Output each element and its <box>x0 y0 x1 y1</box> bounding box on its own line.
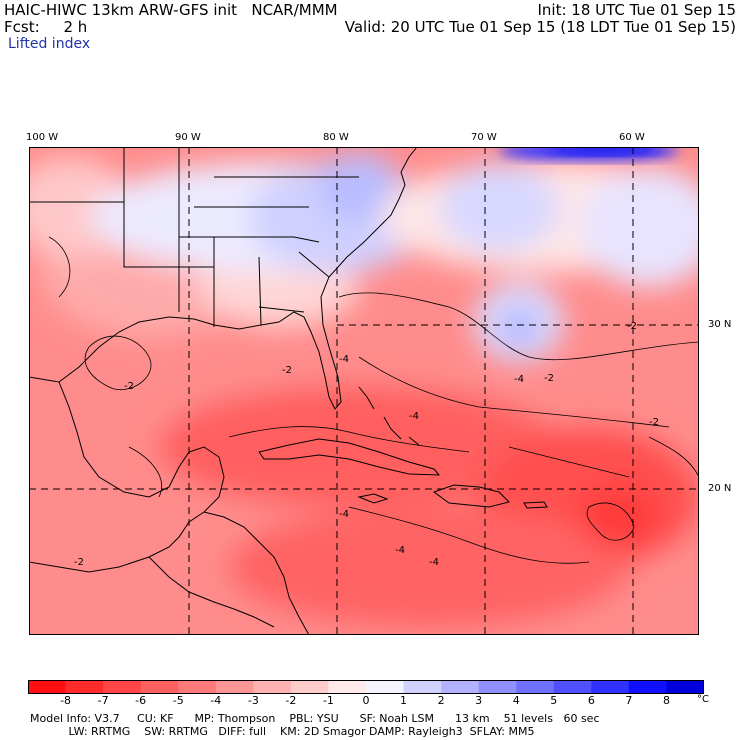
color-scale-tick-label: 0 <box>362 694 370 707</box>
color-swatch <box>290 680 329 694</box>
contour-label: -2 <box>544 373 554 384</box>
contour-label: -2 <box>282 365 292 376</box>
color-swatch <box>328 680 367 694</box>
color-scale-tick-label: 1 <box>400 694 408 707</box>
color-scale-tick-label: -7 <box>97 694 109 707</box>
color-scale-tick-label: -5 <box>172 694 184 707</box>
contour-label: -4 <box>339 354 349 365</box>
color-swatch <box>403 680 442 694</box>
run-title: HAIC-HIWC 13km ARW-GFS init NCAR/MMM <box>4 1 338 19</box>
color-scale-tick-label: 4 <box>512 694 520 707</box>
unit-label: °C <box>697 694 709 705</box>
lifted-index-map: -2 -2 -2 -4 -4 -4 -2 -2 -4 -4 -4 -2 <box>29 147 699 635</box>
color-swatch <box>553 680 592 694</box>
color-swatch <box>366 680 405 694</box>
lon-label-100w: 100 W <box>26 132 59 143</box>
color-swatch <box>253 680 292 694</box>
lat-label-30n: 30 N <box>708 319 732 330</box>
color-scale-tick-label: 7 <box>625 694 633 707</box>
lon-label-80w: 80 W <box>323 132 349 143</box>
color-swatch <box>65 680 104 694</box>
model-info-line2: LW: RRTMG SW: RRTMG DIFF: full KM: 2D Sm… <box>30 725 535 738</box>
color-swatch <box>516 680 555 694</box>
lon-label-60w: 60 W <box>619 132 645 143</box>
color-scale-tick-label: -4 <box>210 694 222 707</box>
contour-label: -2 <box>649 417 659 428</box>
color-scale-tick-label: 5 <box>550 694 558 707</box>
contour-label: -4 <box>514 374 524 385</box>
color-scale-tick-label: 6 <box>587 694 595 707</box>
color-scale-tick-label: 8 <box>662 694 670 707</box>
valid-time: Valid: 20 UTC Tue 01 Sep 15 (18 LDT Tue … <box>344 18 736 36</box>
color-scale-tick-label: 2 <box>437 694 445 707</box>
color-swatch <box>215 680 254 694</box>
color-swatch <box>441 680 480 694</box>
color-scale-tick-label: 3 <box>475 694 483 707</box>
contour-label: -4 <box>409 411 419 422</box>
color-scale-tick-label: -6 <box>135 694 147 707</box>
color-swatch <box>591 680 630 694</box>
model-info-line1: Model Info: V3.7 CU: KF MP: Thompson PBL… <box>30 712 600 725</box>
color-swatch <box>140 680 179 694</box>
color-swatch <box>478 680 517 694</box>
color-scale-tick-label: -1 <box>322 694 334 707</box>
color-scale-tick-label: -3 <box>247 694 259 707</box>
color-swatch <box>28 680 67 694</box>
lat-label-20n: 20 N <box>708 483 732 494</box>
lon-label-90w: 90 W <box>175 132 201 143</box>
lon-label-70w: 70 W <box>471 132 497 143</box>
contour-label: -4 <box>339 509 349 520</box>
contour-label: -2 <box>74 557 84 568</box>
color-scale-tick-label: -8 <box>60 694 72 707</box>
contour-label: -2 <box>627 321 637 332</box>
contour-label: -2 <box>124 381 134 392</box>
color-swatch <box>666 680 704 694</box>
color-scale-tick-label: -2 <box>285 694 297 707</box>
contour-label: -4 <box>395 545 405 556</box>
field-name: Lifted index <box>8 36 91 52</box>
color-scale-bar <box>28 680 704 694</box>
color-swatch <box>103 680 142 694</box>
color-bar-outline <box>28 680 704 694</box>
contour-label: -4 <box>429 557 439 568</box>
init-time: Init: 18 UTC Tue 01 Sep 15 <box>537 1 736 19</box>
color-swatch <box>178 680 217 694</box>
forecast-hour: Fcst: 2 h <box>4 18 88 36</box>
color-swatch <box>628 680 667 694</box>
